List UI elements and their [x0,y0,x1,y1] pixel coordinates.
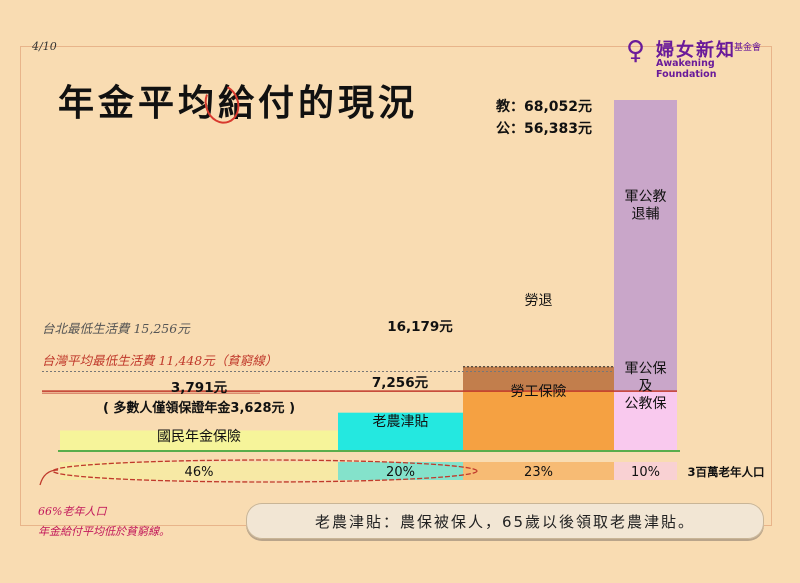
share-label-1: 20% [386,465,415,480]
highlight-ellipse [52,459,478,483]
bar-labor-insurance [463,391,614,450]
value-label-farmer-allowance: 7,256元 [372,375,429,391]
category-label-farmer-allowance-line: 老農津貼 [373,414,429,430]
category-label-labor-insurance: 勞工保險 [511,384,567,400]
category-label-military-gov-insurance-line: 及 [639,379,653,395]
value-label-labor-total-line: 16,179元 [387,319,453,335]
value-label-civil-servant-total-line: 公：56,383元 [496,121,592,137]
value-label-teacher-total: 教：68,052元 [496,98,592,115]
bar-labor-retirement [463,366,614,392]
category-label-national-pension-line: 國民年金保險 [157,429,241,445]
category-label-military-gov-insurance-line: 公教保 [625,396,667,412]
bar-military-gov-retirement [614,100,677,392]
share-label-2-line: 23% [524,465,553,480]
highlight-arrow [39,469,59,486]
category-label-military-gov-insurance-line: 軍公保 [625,361,667,377]
logo-name-en: Awakening Foundation [656,58,717,80]
category-label-farmer-allowance: 老農津貼 [373,414,429,430]
foundation-logo: ♀ 婦女新知 基金會 Awakening Foundation [626,36,776,80]
logo-name-cn-small: 基金會 [734,43,762,53]
page-number: 4/10 [32,40,57,53]
logo-name-cn: 婦女新知 [656,40,736,61]
share-row-label-line: 3百萬老年人口 [687,465,764,479]
category-label-national-pension: 國民年金保險 [157,429,241,445]
sub-label-national-pension: ( 多數人僅領保證年金3,628元 ) [103,400,295,416]
taipei-min-living-label: 台北最低生活費 15,256元 [42,321,190,336]
venus-icon: ♀ [626,36,646,66]
category-label-military-gov-retirement: 軍公教退輔 [625,189,667,223]
value-label-national-pension: 3,791元 [171,380,228,396]
share-bar-2 [463,462,614,480]
share-row-label: 3百萬老年人口 [687,465,764,479]
share-label-0: 46% [185,465,214,480]
share-bar-0 [60,462,338,480]
category-label-military-gov-insurance: 軍公保及公教保 [625,361,667,412]
page-title: 年金平均給付的現況 [58,83,419,124]
value-label-national-pension-line: 3,791元 [171,380,228,396]
share-label-3: 10% [631,465,660,480]
category-label-military-gov-retirement-line: 軍公教 [625,189,667,205]
category-label-labor-retirement-line: 勞退 [525,293,553,309]
poverty-line-label: 台灣平均最低生活費 11,448元（貧窮線） [42,353,278,368]
value-label-civil-servant-total: 公：56,383元 [496,121,592,137]
share-label-2: 23% [524,465,553,480]
value-label-labor-total: 16,179元 [387,319,453,335]
category-label-military-gov-retirement-line: 退輔 [632,207,660,223]
category-label-labor-retirement: 勞退 [525,293,553,309]
share-label-1-line: 20% [386,465,415,480]
bar-farmer-allowance [338,412,463,450]
share-bar-1 [338,462,463,480]
sub-label-national-pension-line: ( 多數人僅領保證年金3,628元 ) [103,400,295,416]
bar-national-pension [60,430,338,450]
footnote-box: 老農津貼：農保被保人，65歲以後領取老農津貼。 [246,503,764,539]
value-label-teacher-total-line: 教：68,052元 [496,98,592,115]
poverty-note-line-1: 66%老年人口 [38,505,107,518]
poverty-note: 66%老年人口 年金給付平均低於貧窮線。 [38,502,170,542]
bar-military-gov-insurance [614,391,677,450]
share-label-0-line: 46% [185,465,214,480]
poverty-note-line-2: 年金給付平均低於貧窮線。 [38,525,170,538]
value-label-farmer-allowance-line: 7,256元 [372,375,429,391]
share-bar-3 [614,462,677,480]
category-label-labor-insurance-line: 勞工保險 [511,384,567,400]
share-label-3-line: 10% [631,465,660,480]
